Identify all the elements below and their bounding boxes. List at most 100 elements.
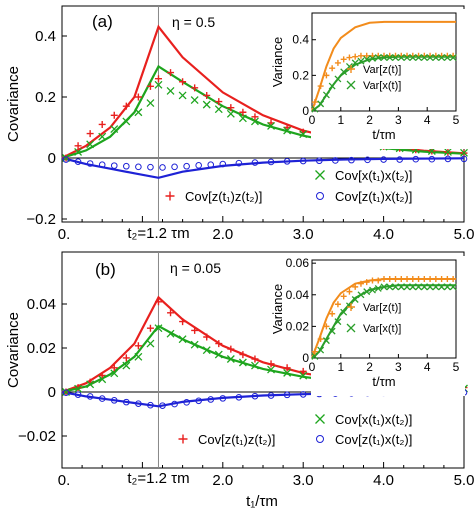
data-point-cross [86, 140, 95, 149]
inset-data-point [323, 323, 330, 330]
data-point-plus [122, 354, 130, 362]
inset-data-point [363, 288, 371, 296]
data-point-plus [146, 82, 154, 90]
data-point-circle [171, 163, 178, 171]
x-tick-label: 3.0 [293, 226, 314, 243]
inset-legend-label: Var[x(t)] [363, 80, 401, 92]
legend-marker [316, 192, 324, 200]
legend-label: Cov[z(t₁)z(t₂)] [198, 432, 275, 447]
inset-data-point [397, 54, 405, 62]
data-point-circle [98, 161, 106, 169]
data-point-cross [110, 369, 119, 378]
data-point-circle [299, 391, 307, 398]
x-tick-label: 3.0 [293, 472, 314, 489]
inset-data-point [420, 283, 428, 291]
eta-label: η = 0.5 [172, 14, 215, 30]
x-tick-label: 5.0 [454, 226, 474, 243]
data-point-cross [202, 346, 211, 355]
inset-data-point [415, 54, 423, 62]
inset-data-point [334, 59, 341, 66]
inset-data-point [340, 68, 348, 76]
data-point-circle [235, 159, 243, 167]
data-point-plus [251, 113, 259, 121]
data-point-circle [207, 396, 215, 403]
inset-x-tick-label: 2 [366, 113, 373, 127]
inset-data-point [404, 275, 411, 282]
inset-data-point [386, 283, 394, 291]
data-point-cross [214, 350, 223, 359]
data-point-plus [179, 318, 187, 326]
inset-data-point [317, 100, 325, 108]
inset-data-point [449, 283, 457, 291]
data-point-plus [267, 360, 275, 368]
data-point-cross [74, 147, 83, 156]
data-point-cross [267, 365, 275, 374]
data-point-cross [154, 80, 163, 89]
inset-y-tick-label: 0 [302, 104, 309, 118]
inset-data-point [311, 348, 318, 355]
inset-data-point [363, 55, 371, 63]
data-point-circle [110, 397, 118, 404]
y-tick-label: 0.4 [35, 28, 56, 45]
data-point-circle [195, 162, 202, 169]
data-point-cross [460, 148, 468, 157]
panel-a: 0.4 0.2 0 −0.20. 2.0 3.0 4.0 5.0 t₂=1.2 τm Covari… [5, 5, 474, 243]
panel-label: (b) [95, 260, 116, 279]
data-point-circle [98, 395, 106, 402]
data-point-circle [74, 391, 82, 398]
y-tick-label: −0.02 [18, 428, 56, 445]
inset-data-point [363, 279, 370, 286]
data-point-circle [183, 162, 190, 170]
inset-x-tick-label: 2 [366, 360, 373, 374]
x-tick-label: 2.0 [212, 472, 233, 489]
data-point-cross [238, 114, 247, 123]
legend-marker [315, 414, 325, 424]
inset-data-point [311, 352, 319, 360]
panel-label: (a) [92, 12, 113, 31]
data-point-cross [226, 355, 235, 363]
data-point-circle [110, 162, 118, 169]
data-point-circle [219, 395, 227, 402]
inset-y-tick-label: 0.4 [292, 33, 309, 47]
inset-data-point [357, 57, 365, 65]
inset-data-point [386, 54, 394, 62]
data-point-plus [203, 91, 211, 99]
inset-data-point [322, 91, 330, 99]
x-axis-title: t₁/τm [246, 493, 278, 510]
inset-data-point [346, 54, 353, 61]
data-point-circle [332, 157, 339, 164]
data-point-cross [74, 384, 83, 393]
inset-data-point [444, 275, 451, 282]
x-tick-label: 0. [58, 472, 71, 489]
inset-data-point [374, 284, 382, 292]
data-point-cross [122, 117, 131, 126]
x-tick-label: 4.0 [373, 472, 394, 489]
inset-data-point [317, 346, 325, 354]
legend-marker [316, 435, 324, 443]
inset-data-point [381, 275, 387, 282]
inset-data-point [340, 293, 347, 300]
data-point-plus [251, 355, 259, 363]
data-point-cross [443, 147, 452, 156]
inset-data-point [432, 283, 440, 291]
inset-data-point [403, 283, 411, 291]
data-point-cross [178, 91, 187, 100]
data-point-circle [86, 393, 94, 400]
data-point-cross [214, 105, 223, 114]
inset-x-axis-title: t/τm [372, 127, 395, 142]
data-point-cross [251, 361, 259, 370]
inset-data-point [443, 283, 451, 291]
inset-x-tick-label: 5 [453, 113, 460, 127]
legend-label: Cov[z(t₁)x(t₂)] [335, 189, 412, 204]
inset-data-point [363, 52, 370, 59]
inset-y-axis-title: Variance [270, 284, 285, 334]
inset-y-tick-label: 0.2 [292, 68, 309, 82]
data-point-circle [159, 164, 166, 171]
data-point-circle [412, 155, 420, 163]
inset-data-point [328, 327, 336, 335]
y-tick-label: 0 [48, 384, 56, 401]
data-point-circle [183, 399, 190, 406]
inset-y-axis-title: Variance [270, 37, 285, 87]
data-point-circle [135, 163, 142, 171]
data-point-circle [299, 157, 307, 165]
